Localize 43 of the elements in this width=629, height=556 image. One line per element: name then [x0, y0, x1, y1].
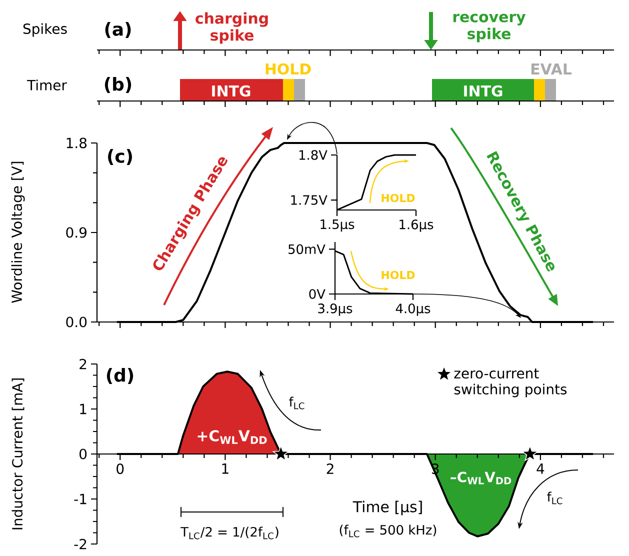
y-tick-label: -1	[74, 494, 86, 504]
annotation: f$_{LC}$	[289, 396, 304, 410]
y-tick-label: 0	[80, 448, 87, 460]
chart-title: (c)	[108, 149, 132, 165]
text: recovery spike	[453, 14, 526, 42]
text: charging spike	[196, 12, 268, 44]
text: Timer	[27, 80, 67, 90]
annotation: +C$_{WL}$V$_{DD}$	[198, 430, 267, 444]
x-tick-label: 3.9µs	[318, 304, 352, 316]
annotation: T$_{LC}$/2 = 1/(2f$_{LC}$)	[180, 526, 278, 540]
text: EVAL	[531, 64, 572, 74]
text: (a)	[105, 22, 131, 38]
text: HOLD	[266, 63, 311, 75]
y-tick-label: 0.9	[66, 227, 86, 238]
y-tick-label: 2	[80, 358, 86, 370]
x-tick-label: 0	[116, 464, 124, 474]
annotation: (f$_{LC}$ = 500 kHz)	[340, 524, 436, 538]
y-tick-label: 50mV	[288, 244, 326, 254]
text: INTG	[212, 85, 250, 97]
y-axis-title: Wordline Voltage [V]	[11, 162, 25, 303]
x-axis-title: Time [µs]	[352, 500, 422, 516]
annotation: HOLD	[382, 194, 415, 202]
text: Spikes	[23, 23, 67, 37]
annotation: –C$_{WL}$V$_{DD}$	[450, 472, 512, 484]
x-tick-label: 4	[536, 464, 544, 474]
y-tick-label: 0.0	[66, 316, 87, 328]
text: (b)	[104, 77, 132, 93]
y-tick-label: 1.75V	[291, 195, 328, 205]
y-tick-label: 1.8V	[299, 150, 328, 160]
text: INTG	[464, 85, 502, 97]
y-tick-label: 1.8	[66, 138, 87, 148]
legend-label: zero-current switching points	[454, 368, 567, 398]
x-tick-label: 1	[222, 464, 228, 474]
x-tick-label: 1.5µs	[320, 220, 354, 232]
y-axis-title: Inductor Current [mA]	[12, 378, 24, 530]
y-tick-label: -2	[74, 538, 86, 550]
annotation: HOLD	[382, 270, 415, 280]
y-tick-label: 0V	[309, 289, 326, 299]
x-tick-label: 4.0µs	[396, 304, 430, 316]
y-tick-label: 1	[80, 404, 86, 414]
annotation: f$_{LC}$	[547, 492, 562, 504]
chart-title: (d)	[106, 368, 134, 384]
x-tick-label: 1.6µs	[400, 220, 434, 232]
